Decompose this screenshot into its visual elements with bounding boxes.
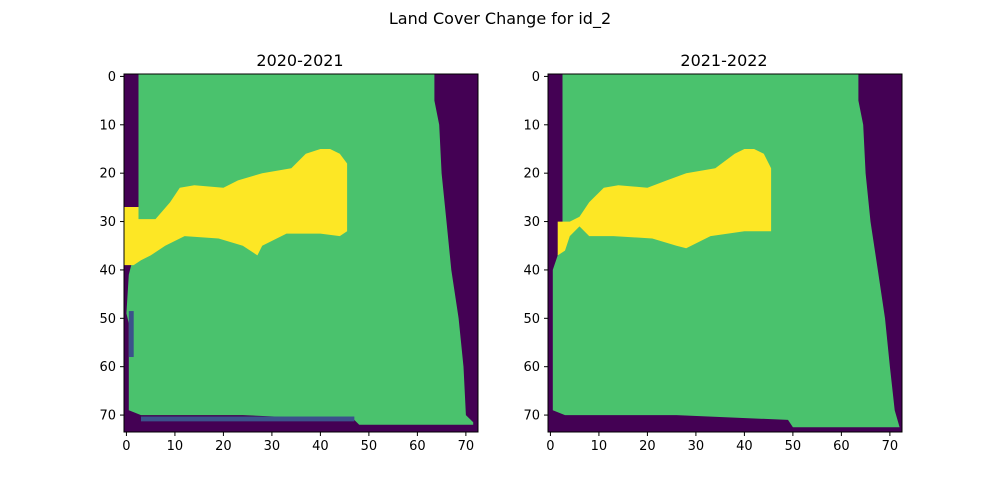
y-tick-label: 70 [523,409,540,424]
y-tick-label: 50 [99,312,116,327]
panel-2021-2022: 2021-2022 0 10 20 30 40 50 60 70 0 10 20 30 40 50 60 70 [523,51,903,454]
y-tick-label: 10 [99,118,116,133]
x-tick-label: 20 [215,439,232,454]
x-tick-label: 40 [312,439,329,454]
y-tick-label: 20 [523,167,540,182]
y-tick-label: 30 [523,215,540,230]
heatmap-area [547,73,903,433]
panel-title: 2021-2022 [680,51,767,70]
region-bare [557,149,772,256]
x-tick-label: 60 [409,439,426,454]
axes-frame [123,73,479,433]
panel-title: 2020-2021 [256,51,343,70]
panel-2020-2021: 2020-2021 0 10 20 30 40 50 60 70 0 10 20 30 40 50 60 70 [99,51,479,454]
x-tick-label: 60 [833,439,850,454]
x-tick-label: 20 [639,439,656,454]
figure-title: Land Cover Change for id_2 [389,9,611,29]
x-tick-label: 30 [688,439,705,454]
x-tick-label: 30 [264,439,281,454]
y-tick-label: 40 [523,263,540,278]
region-bare [124,149,348,266]
y-tick-label: 30 [99,215,116,230]
x-tick-label: 70 [882,439,899,454]
x-tick-label: 10 [167,439,184,454]
x-tick-label: 10 [591,439,608,454]
y-tick-label: 0 [532,70,540,85]
y-tick-label: 10 [523,118,540,133]
y-tick-label: 70 [99,409,116,424]
region-edge_strip [128,311,134,358]
region-vegetation [126,74,474,425]
y-tick-label: 60 [523,360,540,375]
x-tick-label: 0 [546,439,554,454]
y-tick-label: 60 [99,360,116,375]
axis-ticks: 0 10 20 30 40 50 60 70 0 10 20 30 40 50 60 70 [523,70,898,454]
axes-frame [547,73,903,433]
region-vegetation [552,74,900,428]
heatmap-area [123,73,479,433]
y-tick-label: 20 [99,167,116,182]
x-tick-label: 40 [736,439,753,454]
y-tick-label: 0 [108,70,116,85]
y-tick-label: 40 [99,263,116,278]
x-tick-label: 70 [458,439,475,454]
region-bottom_strip [140,416,355,422]
x-tick-label: 50 [785,439,802,454]
x-tick-label: 0 [122,439,130,454]
y-tick-label: 50 [523,312,540,327]
axis-ticks: 0 10 20 30 40 50 60 70 0 10 20 30 40 50 60 70 [99,70,474,454]
x-tick-label: 50 [361,439,378,454]
